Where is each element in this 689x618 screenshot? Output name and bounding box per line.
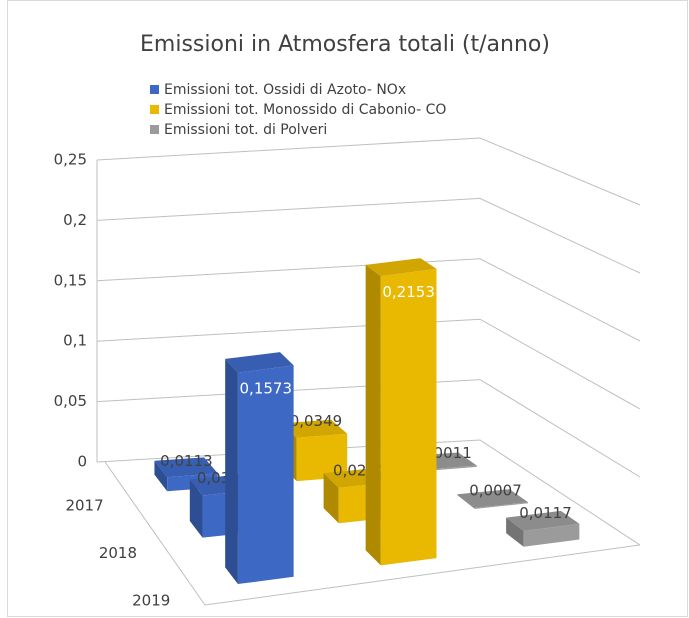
y-tick-label: 0,2 — [63, 211, 87, 229]
data-label: 0,0117 — [519, 504, 572, 522]
data-label: 0,2153 — [382, 283, 435, 301]
bar-side — [154, 460, 168, 492]
floor-edge — [104, 461, 641, 606]
bar-top — [225, 352, 294, 373]
y-tick-label: 0 — [77, 453, 87, 471]
bar-side — [323, 473, 339, 524]
bar-side — [225, 358, 238, 585]
chart-title: Emissioni in Atmosfera totali (t/anno) — [140, 32, 550, 57]
bar-side — [189, 479, 203, 538]
bar-side — [365, 264, 381, 566]
bar-top — [281, 419, 348, 438]
z-tick-label: 2019 — [132, 592, 170, 610]
grid-line — [96, 439, 641, 546]
grid-line — [96, 258, 641, 342]
legend-label: Emissioni tot. Ossidi di Azoto- NOx — [164, 82, 406, 98]
grid-line — [96, 318, 641, 410]
legend-swatch — [150, 125, 159, 134]
z-tick-label: 2018 — [99, 544, 137, 562]
y-tick-label: 0,05 — [54, 392, 87, 410]
legend-label: Emissioni tot. Monossido di Cabonio- CO — [164, 102, 446, 118]
bar-top — [506, 510, 580, 532]
grid-line — [96, 197, 641, 274]
legend-swatch — [150, 85, 159, 94]
y-tick-label: 0,1 — [63, 332, 87, 350]
grid-line — [96, 379, 641, 478]
bar-front — [474, 502, 529, 509]
bar-top — [154, 457, 218, 478]
data-label: 0,0007 — [469, 482, 522, 500]
data-label: 0,1573 — [240, 380, 293, 398]
legend-label: Emissioni tot. di Polveri — [164, 122, 327, 138]
data-label: 0,0113 — [160, 452, 213, 470]
y-tick-label: 0,15 — [54, 271, 87, 289]
z-tick-label: 2017 — [65, 496, 103, 514]
bar-side — [506, 517, 524, 547]
y-tick-label: 0,25 — [54, 151, 87, 169]
bar-top — [457, 489, 529, 508]
bar-front — [296, 433, 348, 482]
data-label: 0,0349 — [290, 412, 343, 430]
grid-line — [96, 137, 641, 206]
bar-front — [426, 465, 477, 471]
bar-front — [380, 268, 437, 566]
legend-swatch — [150, 105, 159, 114]
bar-side — [457, 494, 475, 509]
bar-front — [523, 523, 580, 547]
bar-front — [237, 365, 294, 585]
bar-top — [365, 258, 437, 277]
